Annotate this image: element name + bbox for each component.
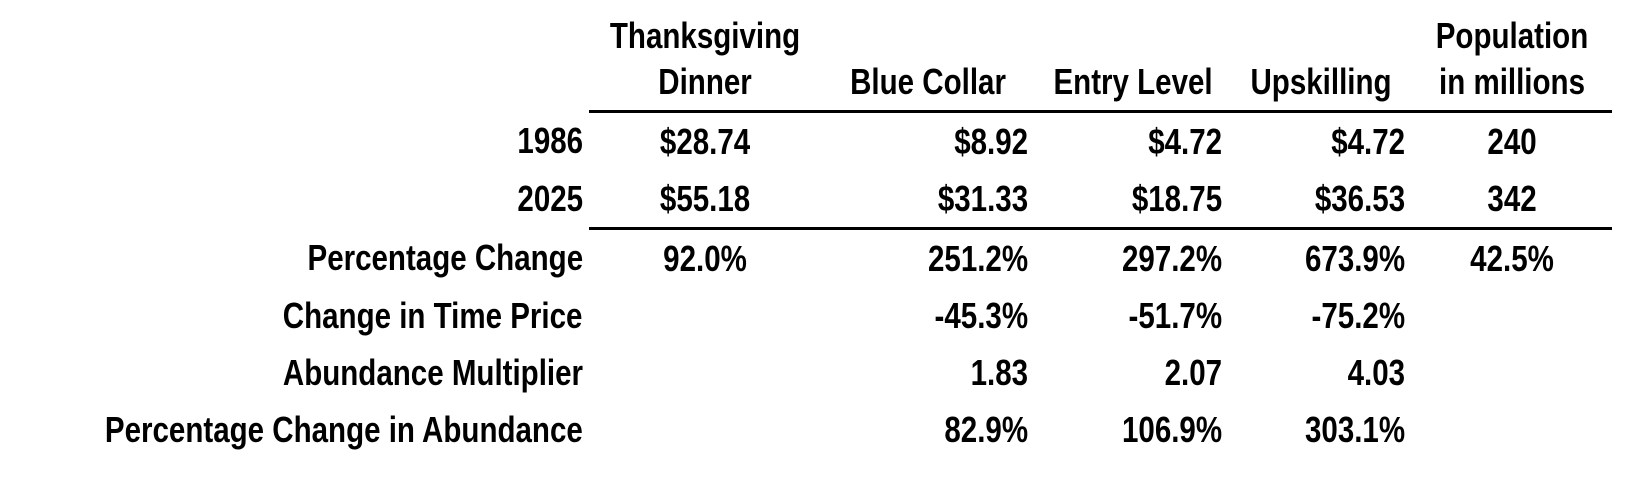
cell-thanksgiving-dinner: $28.74 bbox=[589, 112, 821, 171]
cell-text: Percentage Change in Abundance bbox=[104, 408, 583, 450]
cell-text: 106.9% bbox=[1121, 408, 1222, 450]
header-text: Blue Collar bbox=[850, 61, 1007, 102]
cell-text: 297.2% bbox=[1121, 237, 1222, 279]
header-text: Entry Level bbox=[1053, 61, 1213, 102]
cell-text: 303.1% bbox=[1304, 408, 1405, 450]
header-text: Population bbox=[1436, 15, 1589, 56]
cell-text: $36.53 bbox=[1314, 177, 1405, 219]
header-text: in millions bbox=[1439, 61, 1586, 102]
table-row-percentage-change: Percentage Change 92.0% 251.2% 297.2% 67… bbox=[0, 229, 1612, 288]
cell-text: -75.2% bbox=[1311, 294, 1405, 336]
cell-upskilling: -75.2% bbox=[1230, 287, 1413, 344]
cell-text: 2025 bbox=[517, 178, 583, 220]
abundance-table-figure: Thanksgiving Dinner Blue Collar Entry Le… bbox=[0, 13, 1634, 491]
header-text: Thanksgiving bbox=[609, 15, 800, 56]
header-population-in-millions: Population in millions bbox=[1412, 13, 1612, 113]
cell-upskilling: $4.72 bbox=[1230, 112, 1413, 171]
table-row-abundance-multiplier: Abundance Multiplier 1.83 2.07 4.03 bbox=[0, 344, 1612, 401]
table-row-change-in-time-price: Change in Time Price -45.3% -51.7% -75.2… bbox=[0, 287, 1612, 344]
cell-thanksgiving-dinner bbox=[589, 287, 821, 344]
cell-text: 251.2% bbox=[927, 237, 1028, 279]
cell-text: Change in Time Price bbox=[283, 294, 583, 336]
header-row: Thanksgiving Dinner Blue Collar Entry Le… bbox=[0, 13, 1612, 113]
cell-text: $8.92 bbox=[953, 120, 1028, 162]
cell-text: 1.83 bbox=[970, 351, 1028, 393]
cell-text: $18.75 bbox=[1131, 177, 1222, 219]
data-table: Thanksgiving Dinner Blue Collar Entry Le… bbox=[0, 13, 1612, 458]
cell-text: $55.18 bbox=[659, 177, 750, 219]
row-label: Abundance Multiplier bbox=[0, 344, 589, 401]
cell-upskilling: 673.9% bbox=[1230, 229, 1413, 288]
header-entry-level: Entry Level bbox=[1035, 13, 1230, 113]
row-label: 1986 bbox=[0, 112, 589, 171]
cell-entry-level: 2.07 bbox=[1036, 344, 1230, 401]
cell-thanksgiving-dinner bbox=[589, 401, 821, 458]
cell-blue-collar: 82.9% bbox=[821, 401, 1036, 458]
header-row-label-column bbox=[0, 13, 589, 112]
cell-entry-level: 297.2% bbox=[1036, 229, 1230, 288]
cell-text: $4.72 bbox=[1148, 120, 1222, 162]
cell-text: 240 bbox=[1487, 120, 1538, 162]
cell-text: 2.07 bbox=[1164, 351, 1222, 393]
cell-text: 42.5% bbox=[1470, 237, 1555, 279]
table-row-1986: 1986 $28.74 $8.92 $4.72 $4.72 240 bbox=[0, 112, 1612, 171]
cell-text: Abundance Multiplier bbox=[282, 351, 583, 393]
cell-thanksgiving-dinner: $55.18 bbox=[588, 170, 821, 230]
header-text: Upskilling bbox=[1250, 61, 1392, 102]
cell-thanksgiving-dinner bbox=[589, 344, 821, 401]
cell-upskilling: 4.03 bbox=[1230, 344, 1413, 401]
row-label: 2025 bbox=[0, 170, 589, 229]
cell-blue-collar: $31.33 bbox=[820, 170, 1036, 230]
cell-population: 42.5% bbox=[1413, 229, 1612, 288]
cell-text: $31.33 bbox=[937, 177, 1028, 219]
cell-text: 4.03 bbox=[1347, 351, 1405, 393]
cell-text: 92.0% bbox=[662, 237, 747, 279]
cell-text: Percentage Change bbox=[307, 236, 583, 278]
cell-upskilling: $36.53 bbox=[1229, 170, 1413, 230]
row-label: Change in Time Price bbox=[0, 287, 589, 344]
cell-text: -45.3% bbox=[934, 294, 1028, 336]
cell-text: -51.7% bbox=[1128, 294, 1222, 336]
cell-entry-level: 106.9% bbox=[1036, 401, 1230, 458]
table-row-2025: 2025 $55.18 $31.33 $18.75 $36.53 342 bbox=[0, 170, 1612, 230]
cell-text: 673.9% bbox=[1304, 237, 1405, 279]
header-thanksgiving-dinner: Thanksgiving Dinner bbox=[588, 13, 821, 113]
cell-upskilling: 303.1% bbox=[1230, 401, 1413, 458]
cell-population bbox=[1413, 401, 1612, 458]
cell-entry-level: $18.75 bbox=[1035, 170, 1230, 230]
cell-population: 240 bbox=[1413, 112, 1612, 171]
cell-text: 342 bbox=[1487, 177, 1538, 219]
cell-text: $28.74 bbox=[659, 120, 750, 162]
cell-entry-level: -51.7% bbox=[1036, 287, 1230, 344]
header-upskilling: Upskilling bbox=[1229, 13, 1413, 113]
cell-text: $4.72 bbox=[1331, 120, 1405, 162]
cell-blue-collar: 251.2% bbox=[821, 229, 1036, 288]
cell-entry-level: $4.72 bbox=[1036, 112, 1230, 171]
header-blue-collar: Blue Collar bbox=[820, 13, 1036, 113]
table-row-percentage-change-in-abundance: Percentage Change in Abundance 82.9% 106… bbox=[0, 401, 1612, 458]
cell-population bbox=[1413, 287, 1612, 344]
cell-blue-collar: 1.83 bbox=[821, 344, 1036, 401]
cell-population bbox=[1413, 344, 1612, 401]
cell-blue-collar: -45.3% bbox=[821, 287, 1036, 344]
cell-text: 82.9% bbox=[944, 408, 1028, 450]
cell-blue-collar: $8.92 bbox=[821, 112, 1036, 171]
cell-population: 342 bbox=[1412, 170, 1612, 230]
row-label: Percentage Change in Abundance bbox=[0, 401, 589, 458]
cell-text: 1986 bbox=[517, 119, 583, 161]
row-label: Percentage Change bbox=[0, 229, 589, 288]
header-text: Dinner bbox=[658, 61, 752, 102]
cell-thanksgiving-dinner: 92.0% bbox=[589, 229, 821, 288]
